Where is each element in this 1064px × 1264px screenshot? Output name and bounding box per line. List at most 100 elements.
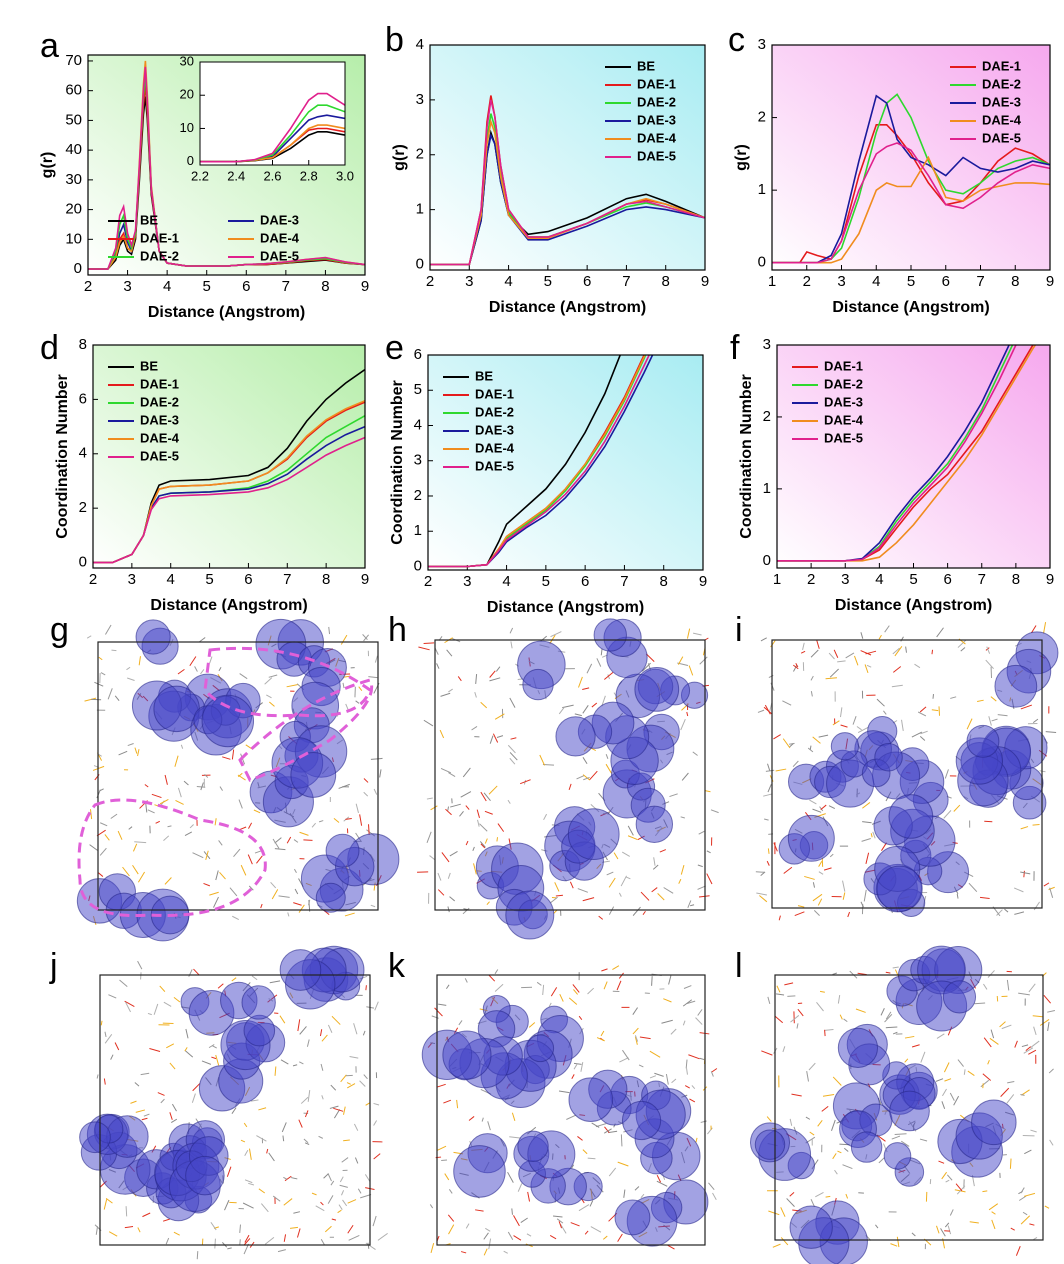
molecule-stick xyxy=(901,1140,910,1147)
molecule-stick xyxy=(475,674,478,684)
molecule-stick xyxy=(159,798,169,805)
molecule-stick xyxy=(292,1064,298,1067)
legend-label: DAE-4 xyxy=(260,230,300,245)
molecule-stick xyxy=(446,649,453,657)
molecule-stick xyxy=(1024,1149,1032,1155)
molecule-stick xyxy=(977,699,984,703)
molecule-stick xyxy=(706,850,711,854)
molecule-stick xyxy=(149,1047,161,1052)
molecule-stick xyxy=(558,1221,563,1229)
y-tick-label: 0 xyxy=(79,554,87,571)
molecule-stick xyxy=(251,975,258,981)
molecule-stick xyxy=(576,775,585,780)
molecule-stick xyxy=(319,1029,323,1037)
molecule-stick xyxy=(239,826,247,831)
molecule-stick xyxy=(143,1113,150,1117)
molecule-stick xyxy=(845,652,855,659)
molecule-stick xyxy=(765,769,775,772)
molecule-stick xyxy=(507,1171,514,1183)
plot-frame xyxy=(771,44,1051,271)
molecule-stick xyxy=(185,1028,189,1039)
molecule-stick xyxy=(373,1120,378,1126)
molecule-stick xyxy=(697,1009,703,1016)
molecule-stick xyxy=(757,709,765,713)
molecule-stick xyxy=(363,791,369,797)
molecule-stick xyxy=(700,1120,707,1123)
molecule-stick xyxy=(1024,1192,1036,1197)
y-tick-label: 6 xyxy=(414,346,422,363)
molecule-stick xyxy=(608,906,615,915)
molecule-stick xyxy=(680,816,685,819)
molecule-stick xyxy=(193,968,200,976)
molecule-stick xyxy=(999,1021,1006,1028)
molecule-stick xyxy=(816,640,820,649)
molecule-stick xyxy=(634,1035,639,1042)
x-tick-label: 8 xyxy=(660,573,668,590)
molecule-stick xyxy=(807,747,814,753)
x-tick-label: 4 xyxy=(167,571,175,588)
snapshot xyxy=(417,618,719,940)
legend-label: BE xyxy=(140,358,158,373)
y-tick-label: 4 xyxy=(79,445,87,462)
x-tick-label: 3.0 xyxy=(336,168,354,183)
molecule-stick xyxy=(686,711,689,717)
legend-label: BE xyxy=(637,58,655,73)
plot-area xyxy=(93,345,365,568)
plot-frame xyxy=(427,354,704,571)
legend-label: DAE-4 xyxy=(824,412,864,427)
panel-label: h xyxy=(388,611,407,649)
y-tick-label: 2 xyxy=(414,487,422,504)
molecule-stick xyxy=(483,1248,488,1256)
panel-label: e xyxy=(385,329,404,367)
molecule-stick xyxy=(791,1093,802,1097)
molecule-stick xyxy=(333,817,340,823)
molecule-stick xyxy=(196,1251,199,1260)
molecule-stick xyxy=(1039,1019,1050,1026)
molecule-stick xyxy=(209,891,219,896)
molecule-stick xyxy=(520,1217,528,1223)
molecule-stick xyxy=(634,1186,640,1191)
molecule-stick xyxy=(968,882,978,893)
molecule-stick xyxy=(238,799,243,809)
inset-frame xyxy=(199,61,346,166)
molecule-stick xyxy=(341,1157,349,1163)
molecule-stick xyxy=(775,768,787,772)
molecule-stick xyxy=(1031,625,1037,634)
y-tick-label: 40 xyxy=(65,141,82,158)
molecule-stick xyxy=(99,788,104,792)
molecule-stick xyxy=(460,1251,467,1254)
molecule-stick xyxy=(509,757,516,765)
molecule-stick xyxy=(218,840,223,846)
molecule-stick xyxy=(842,892,846,900)
molecule-stick xyxy=(438,1003,447,1006)
x-tick-label: 4 xyxy=(872,273,880,290)
molecule-stick xyxy=(678,878,682,884)
molecule-stick xyxy=(795,663,799,668)
series-line xyxy=(428,355,651,568)
molecule-stick xyxy=(94,681,104,687)
molecule-stick xyxy=(657,892,665,901)
molecule-stick xyxy=(1023,1047,1034,1054)
molecule-stick xyxy=(239,673,248,680)
legend-label: DAE-1 xyxy=(982,58,1021,73)
series-line xyxy=(777,345,1017,562)
molecule-stick xyxy=(144,784,149,788)
molecule-stick xyxy=(497,823,505,832)
molecule-stick xyxy=(884,625,890,633)
molecule-stick xyxy=(790,1015,800,1023)
molecule-stick xyxy=(458,1020,463,1026)
molecule-stick xyxy=(1014,1040,1018,1048)
molecule-stick xyxy=(855,1008,866,1013)
molecule-stick xyxy=(839,707,843,718)
x-tick-label: 7 xyxy=(978,571,986,588)
molecule-stick xyxy=(914,663,921,669)
molecule-stick xyxy=(560,1223,567,1234)
molecule-stick xyxy=(789,1192,795,1197)
molecule-stick xyxy=(137,1227,141,1233)
y-axis-label: g(r) xyxy=(391,144,408,171)
molecule-stick xyxy=(343,675,351,678)
molecule-stick xyxy=(118,750,128,756)
cluster-blob xyxy=(787,814,835,862)
cluster-blob xyxy=(315,882,346,913)
molecule-stick xyxy=(760,637,767,642)
